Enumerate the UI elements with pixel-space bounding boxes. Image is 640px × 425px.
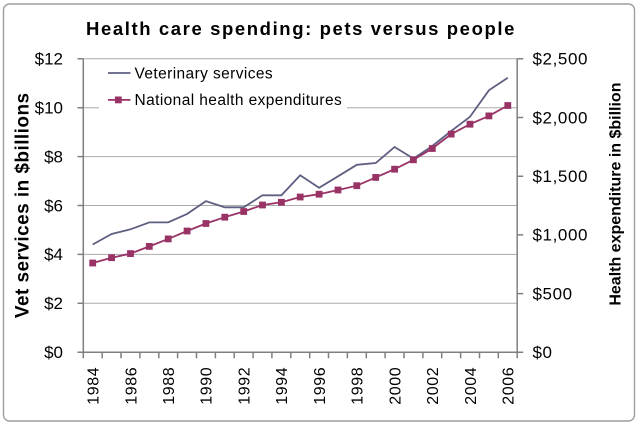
svg-text:$1,000: $1,000 — [533, 226, 589, 245]
svg-text:$2: $2 — [44, 294, 63, 313]
svg-text:$8: $8 — [44, 147, 63, 166]
svg-text:1988: 1988 — [161, 367, 178, 405]
svg-text:1996: 1996 — [312, 367, 329, 405]
svg-text:2006: 2006 — [501, 367, 518, 405]
svg-text:1984: 1984 — [86, 367, 103, 405]
svg-text:$500: $500 — [533, 284, 573, 303]
svg-text:1990: 1990 — [199, 367, 216, 405]
svg-text:2004: 2004 — [463, 367, 480, 405]
svg-text:$2,000: $2,000 — [533, 108, 589, 127]
svg-text:2002: 2002 — [425, 367, 442, 405]
svg-text:$12: $12 — [35, 50, 63, 69]
svg-text:1994: 1994 — [274, 367, 291, 405]
svg-text:$4: $4 — [44, 245, 63, 264]
svg-text:$2,500: $2,500 — [533, 50, 589, 69]
svg-text:1992: 1992 — [237, 367, 254, 405]
svg-text:$10: $10 — [35, 99, 63, 118]
svg-text:$6: $6 — [44, 196, 63, 215]
svg-text:Health expenditure in $billion: Health expenditure in $billion — [608, 83, 625, 306]
svg-text:Veterinary services: Veterinary services — [135, 65, 274, 82]
svg-text:$1,500: $1,500 — [533, 167, 589, 186]
svg-text:1998: 1998 — [350, 367, 367, 405]
svg-text:2000: 2000 — [387, 367, 404, 405]
svg-text:$0: $0 — [533, 343, 553, 362]
svg-text:Vet services in $billions: Vet services in $billions — [13, 92, 34, 318]
svg-text:1986: 1986 — [123, 367, 140, 405]
svg-text:National health expenditures: National health expenditures — [135, 92, 343, 109]
svg-text:Health care spending: pets ver: Health care spending: pets versus people — [86, 18, 516, 39]
svg-text:$0: $0 — [44, 343, 63, 362]
